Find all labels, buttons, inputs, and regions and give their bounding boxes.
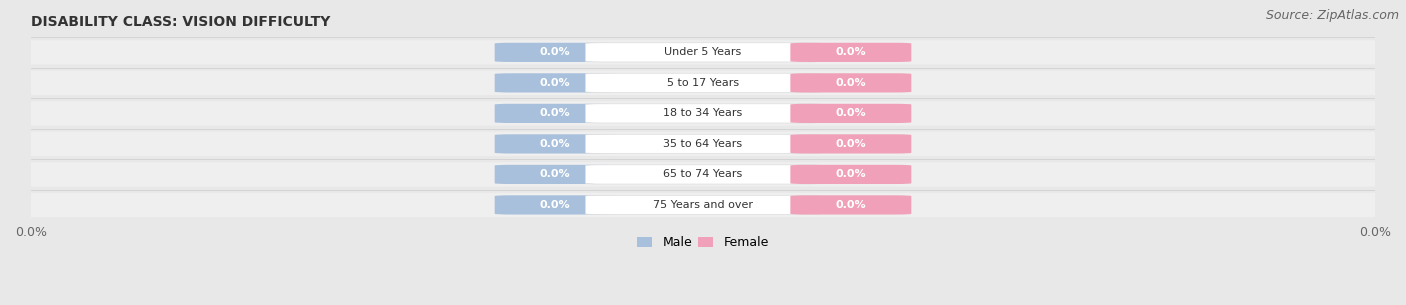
Text: 0.0%: 0.0%: [835, 200, 866, 210]
Text: 0.0%: 0.0%: [540, 200, 571, 210]
FancyBboxPatch shape: [790, 165, 911, 184]
FancyBboxPatch shape: [11, 40, 1402, 65]
FancyBboxPatch shape: [585, 195, 821, 214]
FancyBboxPatch shape: [585, 165, 821, 184]
FancyBboxPatch shape: [495, 165, 616, 184]
Text: 0.0%: 0.0%: [540, 108, 571, 118]
FancyBboxPatch shape: [790, 134, 911, 153]
Text: Source: ZipAtlas.com: Source: ZipAtlas.com: [1265, 9, 1399, 22]
Text: 0.0%: 0.0%: [835, 47, 866, 57]
Text: 0.0%: 0.0%: [540, 139, 571, 149]
FancyBboxPatch shape: [495, 134, 616, 153]
Text: 0.0%: 0.0%: [540, 169, 571, 179]
Text: 18 to 34 Years: 18 to 34 Years: [664, 108, 742, 118]
FancyBboxPatch shape: [495, 43, 616, 62]
Text: DISABILITY CLASS: VISION DIFFICULTY: DISABILITY CLASS: VISION DIFFICULTY: [31, 15, 330, 29]
Text: 0.0%: 0.0%: [835, 78, 866, 88]
Text: 0.0%: 0.0%: [835, 139, 866, 149]
FancyBboxPatch shape: [790, 43, 911, 62]
FancyBboxPatch shape: [11, 71, 1402, 95]
Text: 0.0%: 0.0%: [540, 47, 571, 57]
Text: 0.0%: 0.0%: [835, 108, 866, 118]
FancyBboxPatch shape: [495, 104, 616, 123]
FancyBboxPatch shape: [790, 195, 911, 214]
Text: 5 to 17 Years: 5 to 17 Years: [666, 78, 740, 88]
Text: 35 to 64 Years: 35 to 64 Years: [664, 139, 742, 149]
FancyBboxPatch shape: [585, 134, 821, 153]
FancyBboxPatch shape: [585, 43, 821, 62]
FancyBboxPatch shape: [495, 195, 616, 214]
Text: 75 Years and over: 75 Years and over: [652, 200, 754, 210]
Text: Under 5 Years: Under 5 Years: [665, 47, 741, 57]
Text: 0.0%: 0.0%: [540, 78, 571, 88]
FancyBboxPatch shape: [585, 73, 821, 92]
FancyBboxPatch shape: [495, 73, 616, 92]
FancyBboxPatch shape: [790, 73, 911, 92]
FancyBboxPatch shape: [790, 104, 911, 123]
Text: 0.0%: 0.0%: [835, 169, 866, 179]
FancyBboxPatch shape: [585, 104, 821, 123]
Text: 65 to 74 Years: 65 to 74 Years: [664, 169, 742, 179]
Legend: Male, Female: Male, Female: [633, 231, 773, 254]
FancyBboxPatch shape: [11, 132, 1402, 156]
FancyBboxPatch shape: [11, 193, 1402, 217]
FancyBboxPatch shape: [11, 162, 1402, 187]
FancyBboxPatch shape: [11, 101, 1402, 126]
